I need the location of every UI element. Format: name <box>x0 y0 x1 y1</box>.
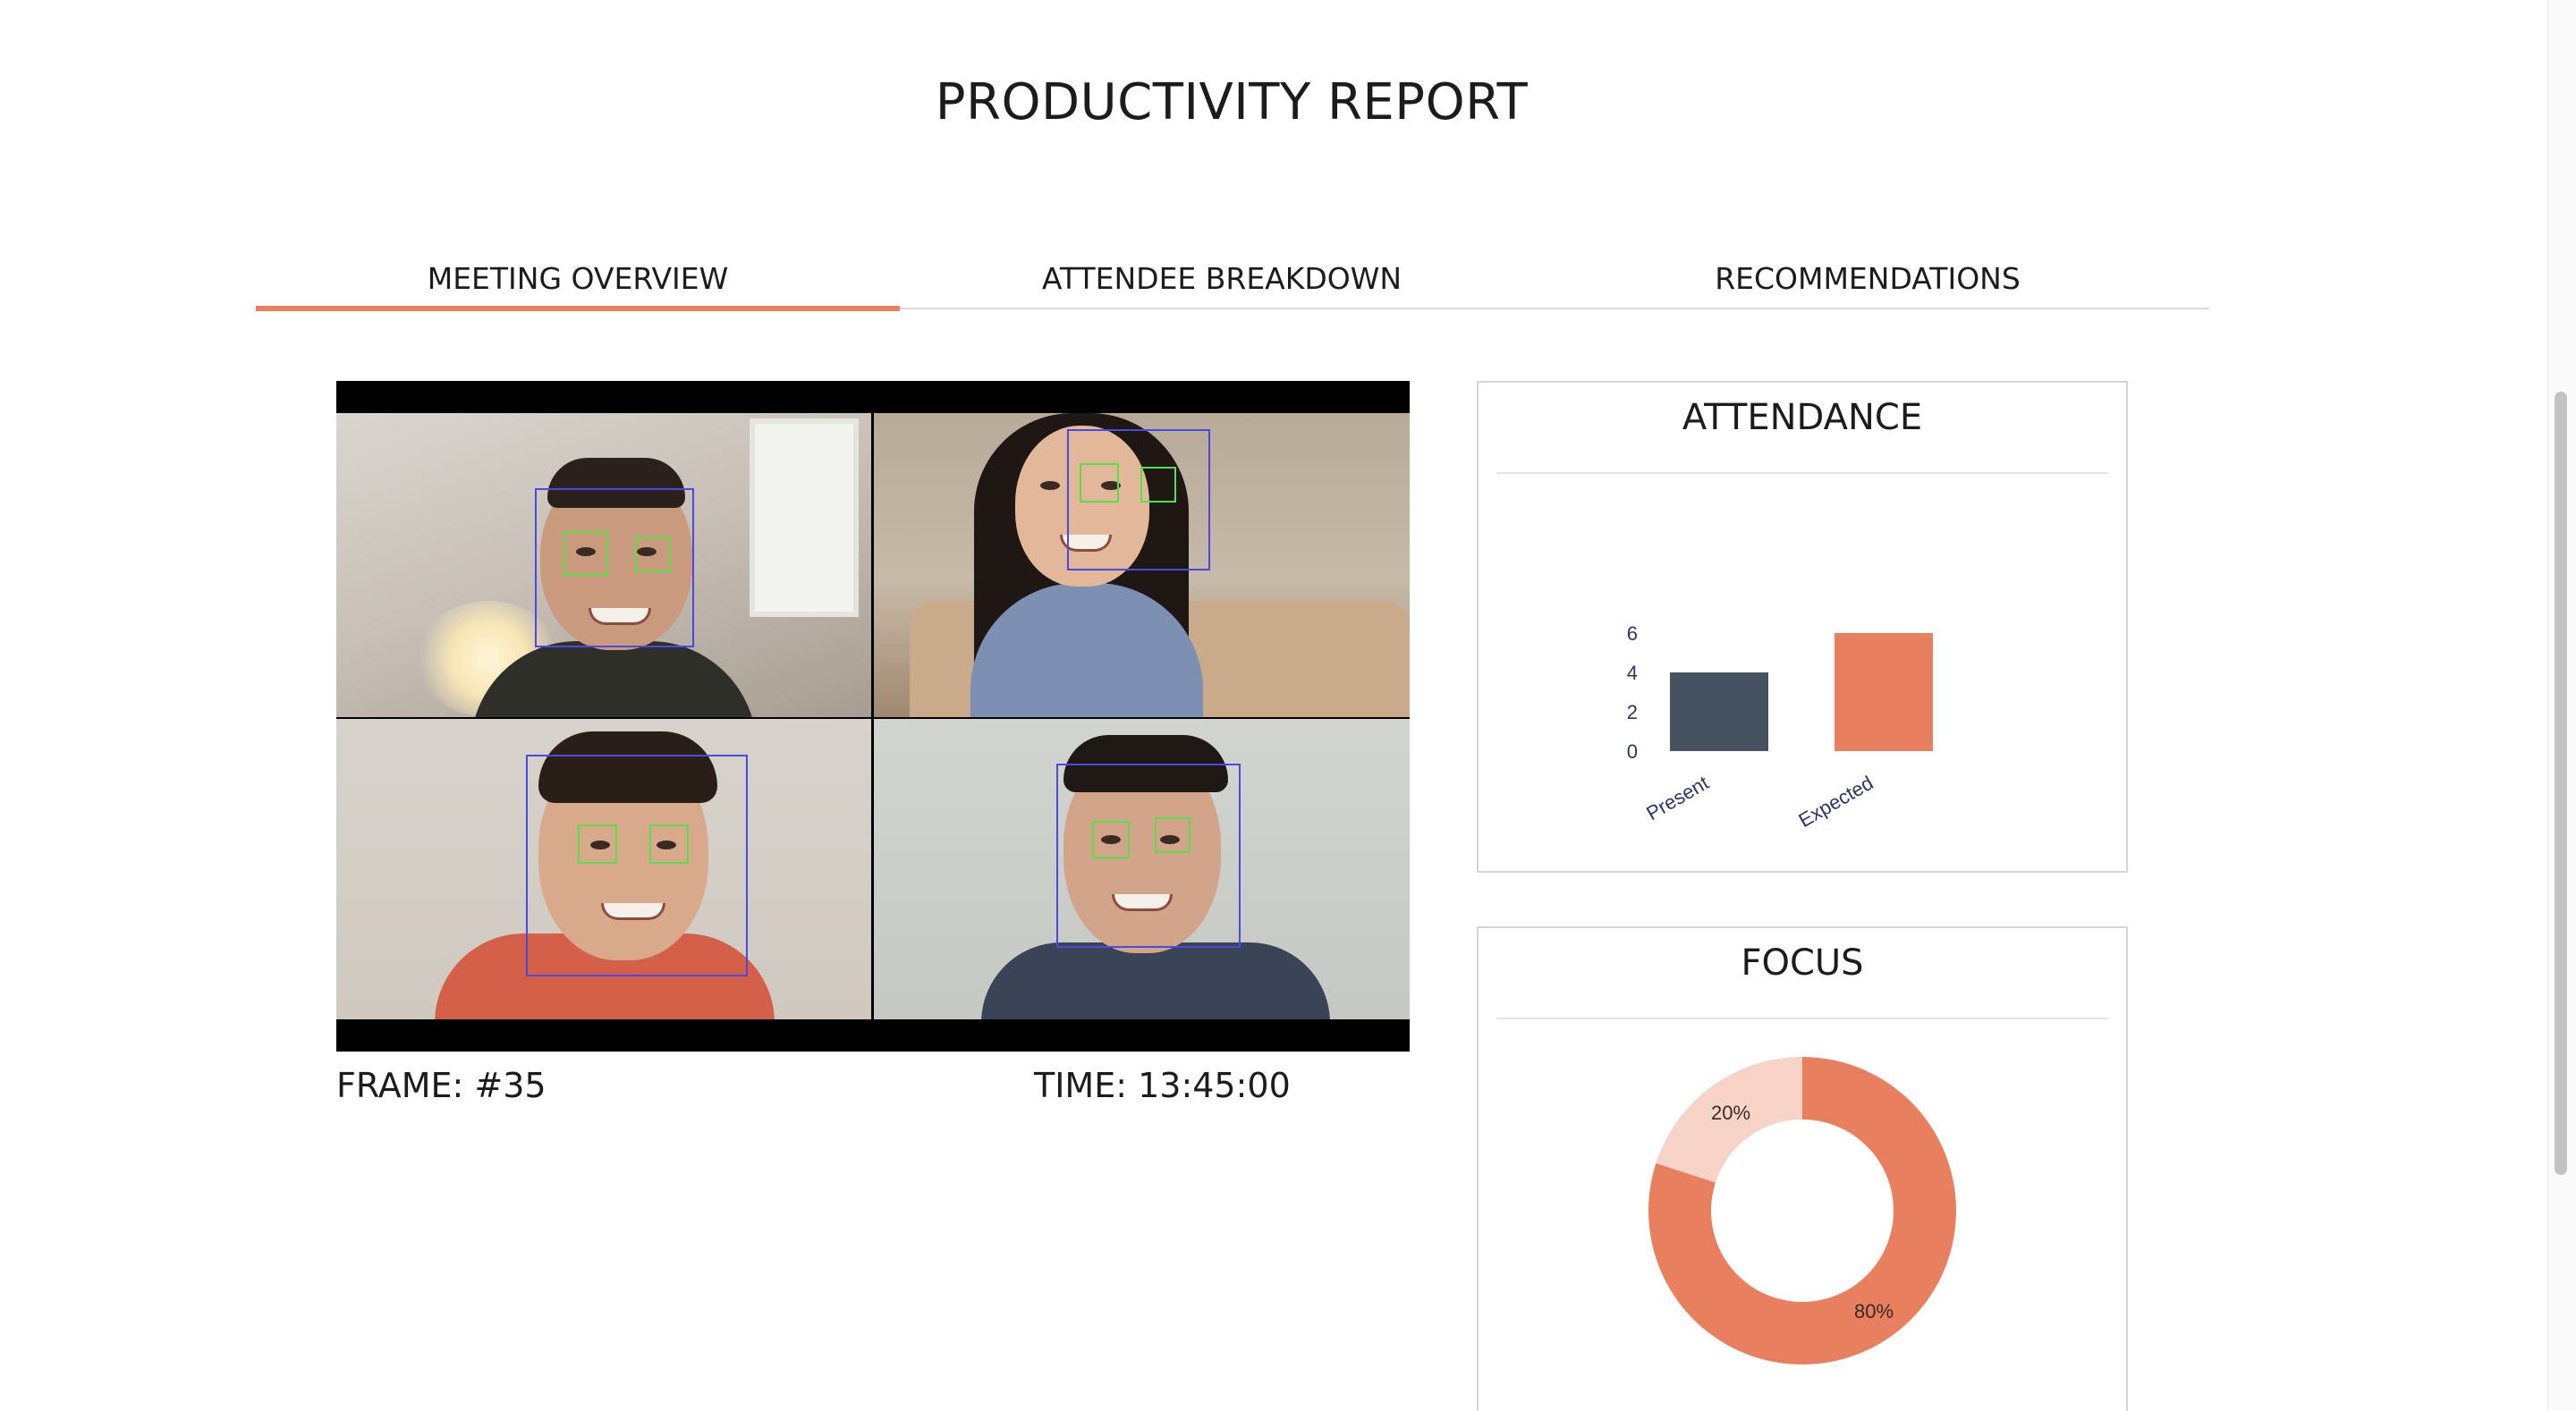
face-detection-box <box>535 488 694 647</box>
left-eye <box>1040 481 1060 490</box>
left-eye <box>1101 835 1121 844</box>
donut-label: 80% <box>1854 1300 1894 1322</box>
report-tabs: MEETING OVERVIEW ATTENDEE BREAKDOWN RECO… <box>256 250 2209 311</box>
page-title: PRODUCTIVITY REPORT <box>935 73 1529 131</box>
face-detection-box <box>1067 429 1210 570</box>
window-illustration <box>750 418 859 617</box>
tab-attendee-breakdown[interactable]: ATTENDEE BREAKDOWN <box>1041 261 1402 296</box>
attendance-card: ATTENDANCE 0 2 4 6 Present Expected <box>1477 381 2128 873</box>
face-detection-box <box>526 755 748 976</box>
attendance-title: ATTENDANCE <box>1682 397 1923 438</box>
right-eye <box>1101 481 1121 490</box>
meeting-video-frame <box>336 381 1410 1052</box>
attendance-bar-chart: 0 2 4 6 Present Expected <box>1627 622 1933 832</box>
card-divider <box>1496 1018 2108 1019</box>
eye-detection-box <box>1080 463 1119 503</box>
focus-card: FOCUS 80% 20% <box>1477 926 2128 1411</box>
participant-tile-4 <box>874 719 1410 1019</box>
face-detection-box <box>1056 764 1241 948</box>
frame-timestamp: TIME: 13:45:00 <box>1034 1066 1291 1105</box>
participant-shirt <box>981 942 1330 1019</box>
participant-hair <box>547 458 685 508</box>
scrollbar-thumb[interactable] <box>2555 392 2567 1175</box>
eye-detection-box <box>635 537 671 572</box>
y-tick-label: 4 <box>1627 662 1638 684</box>
tab-meeting-overview[interactable]: MEETING OVERVIEW <box>256 250 900 311</box>
bar-expected[interactable] <box>1835 633 1933 751</box>
eye-detection-box <box>1092 821 1130 858</box>
y-tick-label: 2 <box>1627 701 1638 723</box>
participant-tile-3 <box>336 719 871 1019</box>
right-eye <box>657 841 676 849</box>
frame-number: FRAME: #35 <box>336 1066 547 1105</box>
eye-detection-box <box>1140 467 1176 503</box>
participant-tile-2 <box>874 413 1410 717</box>
x-tick-label: Present <box>1642 772 1712 825</box>
eye-detection-box <box>649 824 689 864</box>
eye-detection-box <box>578 824 617 864</box>
y-tick-label: 0 <box>1627 740 1638 763</box>
left-eye <box>576 547 596 556</box>
bar-present[interactable] <box>1670 672 1768 751</box>
y-tick-label: 6 <box>1627 622 1638 645</box>
left-eye <box>590 841 610 849</box>
tab-recommendations[interactable]: RECOMMENDATIONS <box>1715 261 2021 296</box>
donut-slice-80pct[interactable] <box>1648 1057 1956 1365</box>
x-tick-label: Expected <box>1795 772 1877 832</box>
participant-face <box>1015 426 1149 587</box>
right-eye <box>637 547 657 556</box>
participant-hair <box>538 731 717 803</box>
eye-detection-box <box>564 531 608 576</box>
donut-label: 20% <box>1711 1102 1750 1124</box>
focus-title: FOCUS <box>1741 942 1864 984</box>
eye-detection-box <box>1155 817 1191 853</box>
donut-slice-20pct[interactable] <box>1656 1057 1802 1183</box>
right-eye <box>1160 835 1180 844</box>
focus-donut-chart: 80% 20% <box>1648 1057 1956 1365</box>
card-divider <box>1496 472 2108 474</box>
participant-tile-1 <box>336 413 871 717</box>
